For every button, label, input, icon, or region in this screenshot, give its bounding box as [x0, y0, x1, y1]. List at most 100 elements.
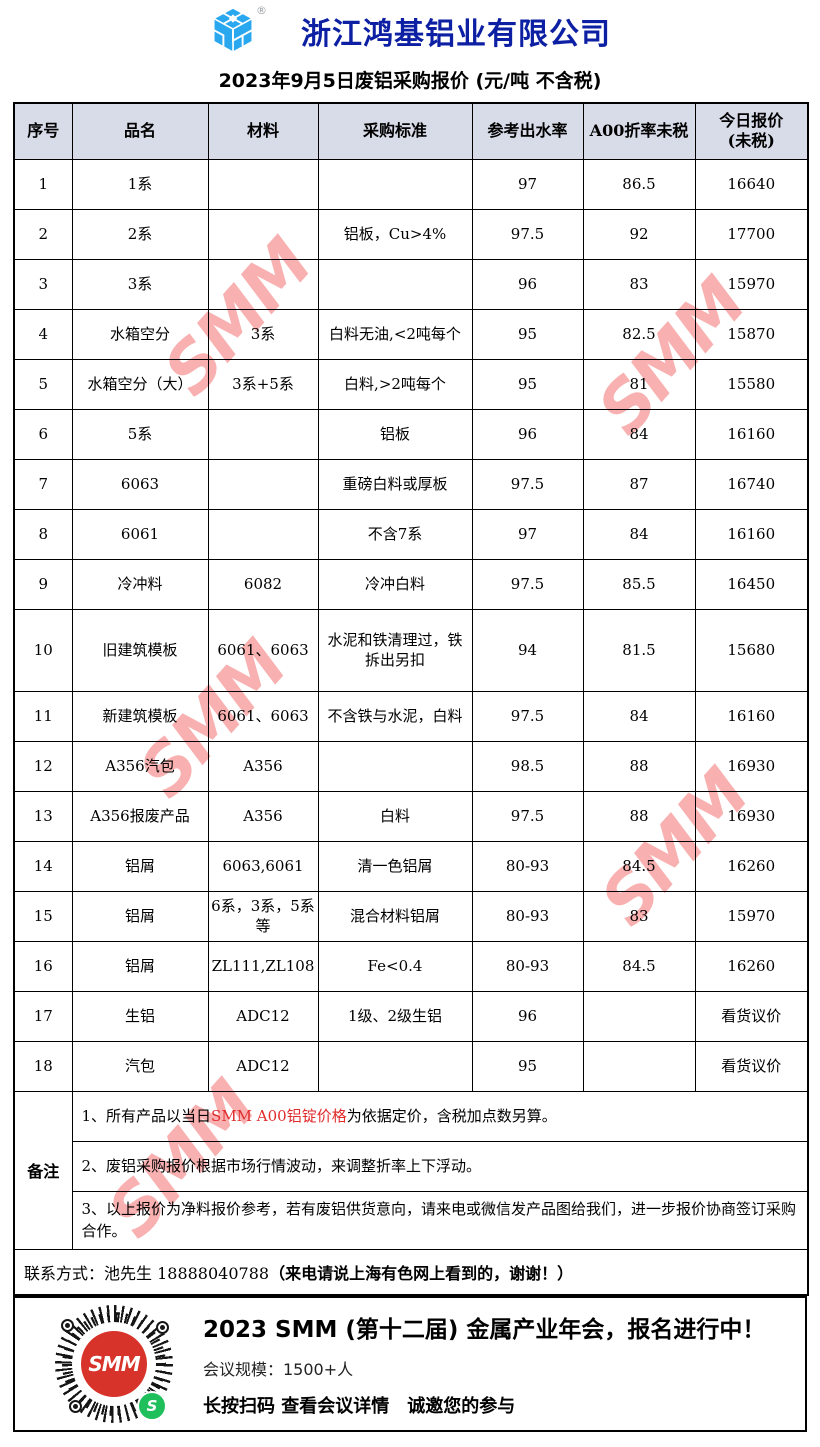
cell-no: 8 [13, 508, 73, 560]
cell-name: 冷冲料 [71, 558, 209, 610]
table-row: 10 旧建筑模板 6061、6063 水泥和铁清理过，铁拆出另扣 94 81.5 15680 [13, 608, 809, 692]
cell-name: A356报废产品 [71, 790, 209, 842]
cell-standard [317, 1040, 473, 1092]
conference-cta: 长按扫码 查看会议详情 诚邀您的参与 [203, 1396, 516, 1417]
column-header: 参考出水率 [471, 102, 584, 160]
cell-yield: 97.5 [471, 558, 584, 610]
cell-standard [317, 158, 473, 210]
cell-material: ADC12 [207, 1040, 319, 1092]
cell-name: 5系 [71, 408, 209, 460]
cell-a00: 81 [582, 358, 696, 410]
cell-standard: Fe<0.4 [317, 940, 473, 992]
cell-yield: 97 [471, 158, 584, 210]
cell-yield: 96 [471, 408, 584, 460]
table-row: 16 铝屑 ZL111,ZL108 Fe<0.4 80-93 84.5 16260 [13, 940, 809, 992]
cell-material [207, 508, 319, 560]
column-header: 序号 [13, 102, 73, 160]
cell-no: 16 [13, 940, 73, 992]
contact-row: 联系方式：池先生 18888040788（来电请说上海有色网上看到的，谢谢！） [13, 1248, 809, 1296]
column-header: 今日报价 (未税) [694, 102, 809, 160]
cell-name: 水箱空分 [71, 308, 209, 360]
cell-a00 [582, 1040, 696, 1092]
cell-material: 3系+5系 [207, 358, 319, 410]
cell-material: 6082 [207, 558, 319, 610]
wechat-icon: S [137, 1391, 167, 1421]
cell-yield: 80-93 [471, 890, 584, 942]
column-header: 品名 [71, 102, 209, 160]
cell-price: 看货议价 [694, 990, 809, 1042]
quote-subtitle: 2023年9月5日废铝采购报价 (元/吨 不含税) [218, 70, 602, 92]
table-row: 3 3系 96 83 15970 [13, 258, 809, 310]
cell-a00 [582, 990, 696, 1042]
cell-name: 3系 [71, 258, 209, 310]
cell-yield: 98.5 [471, 740, 584, 792]
cell-standard: 重磅白料或厚板 [317, 458, 473, 510]
cell-yield: 96 [471, 258, 584, 310]
cell-no: 11 [13, 690, 73, 742]
remark-note-1: 1、所有产品以当日SMM A00铝锭价格为依据定价，含税加点数另算。 [71, 1090, 809, 1142]
cell-no: 10 [13, 608, 73, 692]
table-row: 17 生铝 ADC12 1级、2级生铝 96 看货议价 [13, 990, 809, 1042]
cell-yield: 96 [471, 990, 584, 1042]
cell-a00: 84 [582, 690, 696, 742]
cell-a00: 88 [582, 790, 696, 842]
conference-title: 2023 SMM (第十二届) 金属产业年会，报名进行中！ [203, 1317, 766, 1343]
company-logo-icon: ® [209, 4, 267, 56]
cell-no: 7 [13, 458, 73, 510]
smm-a00-price-highlight: SMM A00铝锭价格 [211, 1106, 347, 1125]
qr-eye-icon [69, 1400, 82, 1413]
cell-yield: 95 [471, 1040, 584, 1092]
cell-name: 铝屑 [71, 890, 209, 942]
cell-a00: 88 [582, 740, 696, 792]
cell-name: 1系 [71, 158, 209, 210]
cell-a00: 84.5 [582, 940, 696, 992]
cell-standard [317, 740, 473, 792]
remarks-label: 备注 [13, 1090, 73, 1250]
conference-banner[interactable]: SMM S 2023 SMM (第十二届) 金属产业年会，报名进行中！ 会议规模… [13, 1296, 807, 1432]
cell-standard: 铝板，Cu>4% [317, 208, 473, 260]
cell-name: 铝屑 [71, 840, 209, 892]
cell-no: 3 [13, 258, 73, 310]
cell-material [207, 158, 319, 210]
cell-material: 6061、6063 [207, 608, 319, 692]
remark-row-3: 3、以上报价为净料报价参考，若有废铝供货意向，请来电或微信发产品图给我们，进一步… [14, 1190, 809, 1250]
cell-material [207, 408, 319, 460]
cell-price: 16930 [694, 740, 809, 792]
cell-price: 16160 [694, 690, 809, 742]
table-row: 8 6061 不含7系 97 84 16160 [13, 508, 809, 560]
cell-yield: 97.5 [471, 208, 584, 260]
cell-standard: 清一色铝屑 [317, 840, 473, 892]
table-row: 12 A356汽包 A356 98.5 88 16930 [13, 740, 809, 792]
table-header-row: 序号 品名 材料 采购标准 参考出水率 A00折率未税 今日报价 (未税) [13, 102, 809, 160]
cell-standard: 水泥和铁清理过，铁拆出另扣 [317, 608, 473, 692]
cell-price: 15970 [694, 258, 809, 310]
cell-standard: 铝板 [317, 408, 473, 460]
cell-no: 1 [13, 158, 73, 210]
cell-material: 6063,6061 [207, 840, 319, 892]
remark-note-3: 3、以上报价为净料报价参考，若有废铝供货意向，请来电或微信发产品图给我们，进一步… [71, 1190, 809, 1250]
cell-no: 17 [13, 990, 73, 1042]
cell-material: A356 [207, 740, 319, 792]
cell-yield: 80-93 [471, 940, 584, 992]
table-row: 11 新建筑模板 6061、6063 不含铁与水泥，白料 97.5 84 16160 [13, 690, 809, 742]
cell-material [207, 208, 319, 260]
qr-code[interactable]: SMM S [55, 1305, 173, 1423]
cell-no: 2 [13, 208, 73, 260]
contact-info: 联系方式：池先生 18888040788（来电请说上海有色网上看到的，谢谢！） [13, 1248, 809, 1296]
table-row: 6 5系 铝板 96 84 16160 [13, 408, 809, 460]
cell-yield: 95 [471, 308, 584, 360]
cell-yield: 94 [471, 608, 584, 692]
table-row: 13 A356报废产品 A356 白料 97.5 88 16930 [13, 790, 809, 842]
cell-a00: 82.5 [582, 308, 696, 360]
cell-a00: 83 [582, 258, 696, 310]
cell-no: 5 [13, 358, 73, 410]
cell-no: 9 [13, 558, 73, 610]
cell-name: 汽包 [71, 1040, 209, 1092]
company-name: 浙江鸿基铝业有限公司 [301, 17, 611, 52]
cell-material: 3系 [207, 308, 319, 360]
cell-name: A356汽包 [71, 740, 209, 792]
cell-material: A356 [207, 790, 319, 842]
cell-price: 16260 [694, 940, 809, 992]
column-header: 材料 [207, 102, 319, 160]
cell-yield: 97.5 [471, 790, 584, 842]
